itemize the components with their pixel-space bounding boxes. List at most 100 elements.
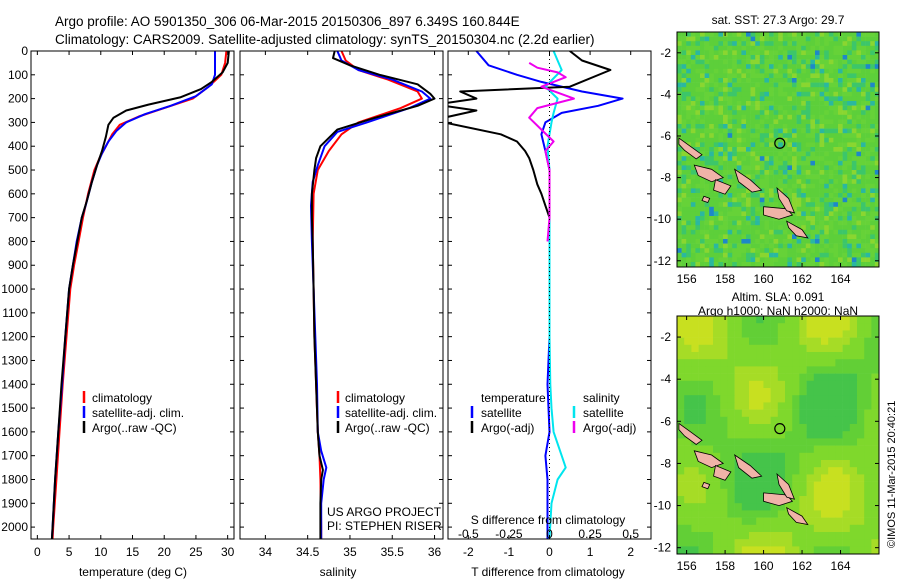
sst-cell — [792, 68, 797, 74]
sst-cell — [838, 220, 843, 226]
sla-cell — [677, 445, 685, 454]
sst-cell — [759, 87, 765, 93]
sst-cell — [810, 142, 816, 148]
sst-cell — [709, 124, 715, 129]
temperature-x-tick-label: 5 — [66, 545, 73, 559]
sst-cell — [769, 179, 774, 185]
sst-cell — [746, 262, 751, 267]
sst-cell — [709, 82, 715, 88]
sst-cell — [819, 174, 825, 180]
sst-cell — [874, 110, 879, 116]
sst-cell — [782, 82, 788, 88]
sst-cell — [773, 101, 779, 106]
sst-cell — [828, 91, 834, 97]
sla-cell — [734, 337, 743, 346]
sst-cell — [700, 193, 705, 198]
sst-cell — [727, 234, 733, 240]
sst-cell — [782, 36, 788, 42]
sst-cell — [746, 128, 751, 134]
sst-cell — [755, 225, 761, 231]
sst-cell — [838, 142, 843, 148]
sst-cell — [847, 50, 853, 56]
sst-cell — [686, 202, 692, 208]
sst-cell — [736, 59, 742, 65]
sla-cell — [770, 503, 779, 511]
sla-cell — [720, 431, 728, 439]
sla-cell — [756, 460, 764, 468]
sla-cell — [684, 316, 692, 324]
sst-cell — [736, 114, 742, 120]
sst-cell — [805, 124, 811, 129]
sst-cell — [695, 128, 701, 134]
sla-cell — [727, 488, 735, 497]
sla-cell — [871, 416, 879, 425]
sst-cell — [736, 105, 742, 111]
sla-cell — [871, 452, 879, 461]
sst-cell — [805, 147, 811, 152]
sla-cell — [871, 467, 879, 475]
sst-cell — [865, 193, 871, 198]
sst-cell — [704, 243, 710, 249]
sst-cell — [787, 188, 793, 194]
sst-cell — [736, 197, 742, 203]
sst-cell — [792, 179, 797, 185]
depth-tick-label: 800 — [8, 234, 28, 248]
sst-cell — [856, 91, 862, 97]
sla-cell — [684, 539, 692, 547]
sst-cell — [833, 78, 839, 83]
sst-cell — [805, 206, 811, 212]
sla-cell — [799, 445, 807, 454]
sla-cell — [684, 388, 692, 396]
sst-cell — [796, 119, 802, 125]
sst-cell — [815, 160, 820, 166]
sla-cell — [842, 546, 851, 554]
sla-cell — [741, 553, 750, 554]
sla-cell — [871, 388, 879, 396]
sst-cell — [732, 101, 738, 106]
sla-cell — [734, 539, 743, 547]
sst-cell — [764, 170, 770, 175]
sst-cell — [677, 96, 682, 102]
sla-cell — [727, 330, 735, 338]
sla-cell — [770, 460, 779, 468]
sst-cell — [782, 170, 788, 175]
sst-cell — [686, 110, 692, 116]
sst-cell — [870, 96, 876, 102]
sla-cell — [835, 503, 843, 511]
sst-cell — [686, 41, 692, 47]
sla-cell — [835, 474, 843, 482]
sst-cell — [865, 59, 871, 65]
sla-cell — [691, 373, 699, 382]
sst-cell — [750, 202, 756, 208]
sst-cell — [787, 119, 793, 125]
sst-cell — [778, 87, 784, 93]
sla-cell — [741, 330, 750, 338]
sla-cell — [741, 402, 750, 410]
sst-cell — [838, 183, 843, 189]
sst-cell — [773, 170, 779, 175]
sst-cell — [796, 105, 802, 111]
sla-cell — [691, 524, 699, 533]
sla-cell — [878, 524, 879, 533]
sst-cell — [815, 82, 820, 88]
sst-cell — [695, 101, 701, 106]
sst-cell — [750, 59, 756, 65]
sst-cell — [828, 68, 834, 74]
sst-cell — [847, 142, 853, 148]
sla-cell — [835, 445, 843, 454]
sla-cell — [785, 395, 793, 403]
sla-cell — [777, 330, 786, 338]
sst-cell — [778, 105, 784, 111]
sst-cell — [681, 96, 687, 102]
sst-cell — [810, 45, 816, 51]
sst-cell — [810, 101, 816, 106]
sla-cell — [749, 503, 757, 511]
sst-cell — [677, 248, 682, 254]
sla-cell — [878, 539, 879, 547]
sst-cell — [796, 252, 802, 258]
sst-cell — [709, 55, 715, 60]
sla-cell — [878, 373, 879, 382]
sst-cell — [732, 151, 738, 157]
sst-cell — [677, 257, 682, 263]
sst-cell — [801, 248, 807, 254]
